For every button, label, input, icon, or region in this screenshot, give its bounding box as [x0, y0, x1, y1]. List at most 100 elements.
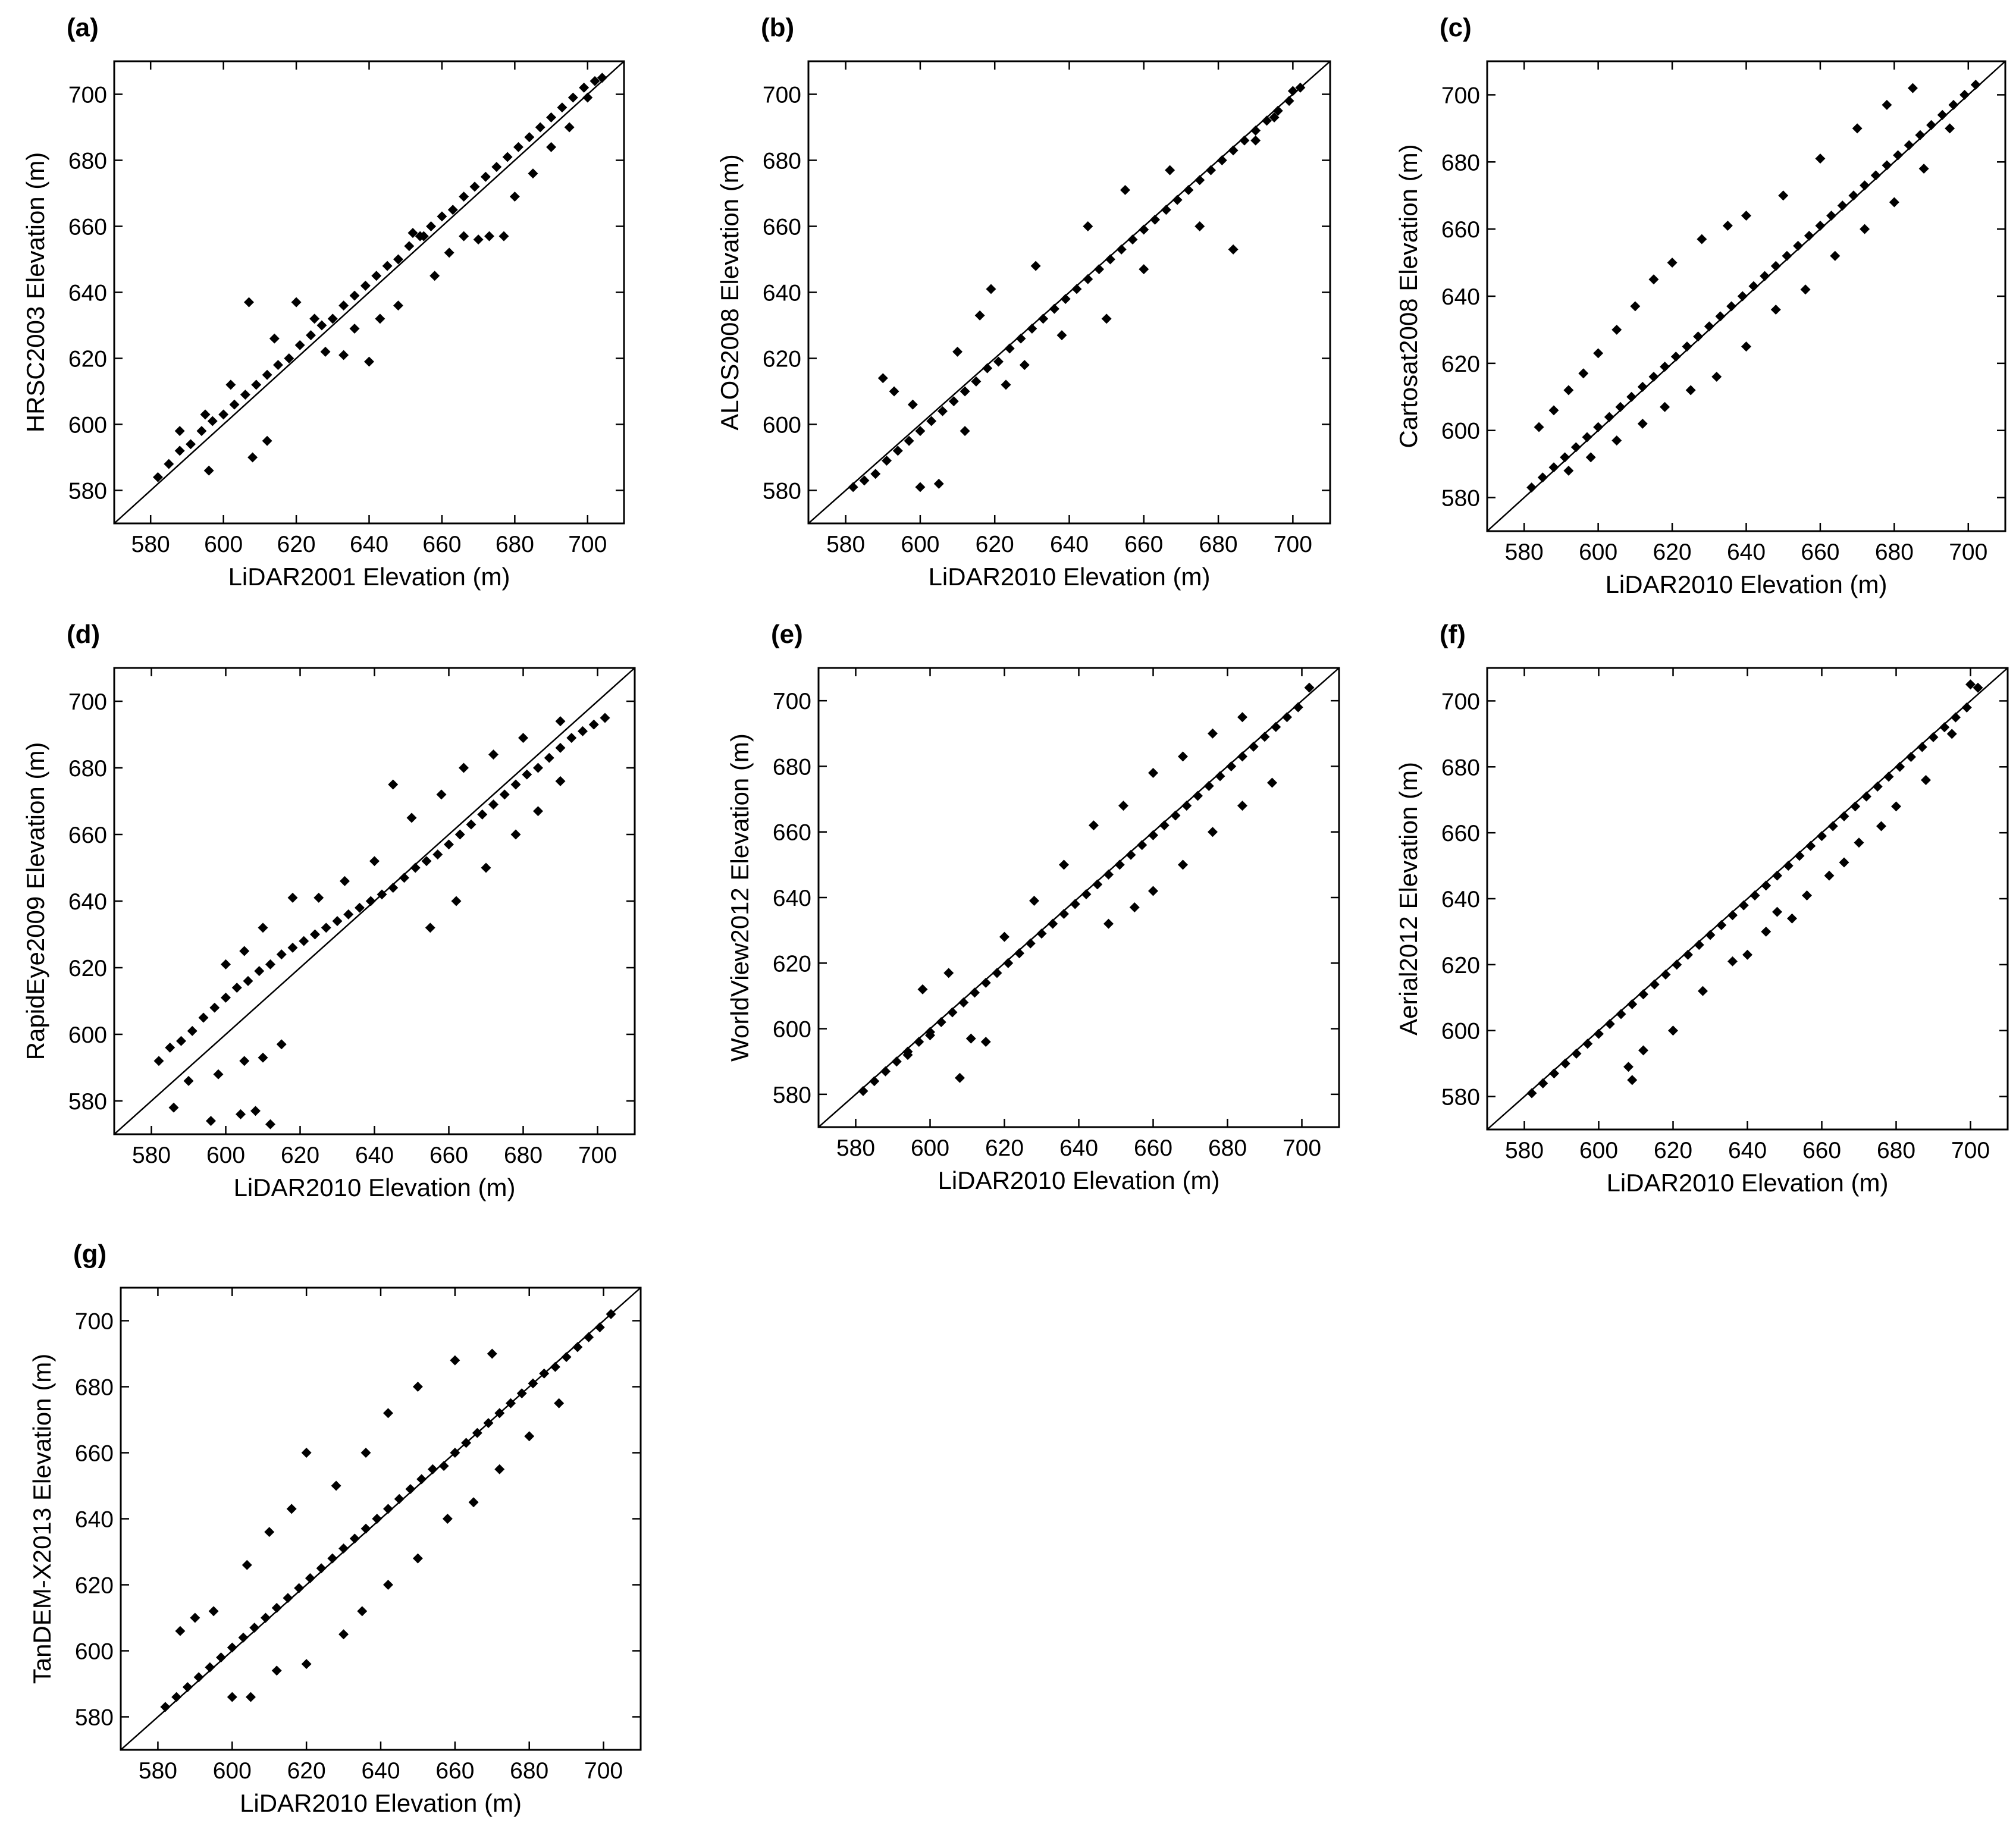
scatter-point [265, 1119, 275, 1129]
scatter-point [327, 1553, 338, 1564]
scatter-point [1694, 940, 1704, 950]
scatter-point [243, 975, 253, 986]
scatter-point [1630, 301, 1641, 312]
scatter-point [572, 1342, 583, 1353]
y-tick-label: 620 [763, 347, 801, 372]
scatter-point [1148, 886, 1158, 896]
scatter-point [882, 456, 892, 466]
scatter-point [1103, 869, 1114, 880]
y-tick-label: 640 [68, 889, 107, 915]
scatter-point [971, 376, 982, 387]
scatter-point [1101, 313, 1112, 324]
y-tick-label: 660 [1441, 821, 1480, 846]
x-tick-label: 640 [1059, 1135, 1098, 1161]
scatter-point [1215, 771, 1225, 782]
scatter-point [1056, 330, 1067, 341]
scatter-point [1965, 679, 1976, 690]
scatter-point [1772, 906, 1782, 917]
scatter-point [1582, 432, 1592, 443]
scatter-point [606, 1309, 616, 1319]
panel-letter: (f) [1440, 620, 1466, 649]
y-tick-label: 700 [1441, 83, 1480, 108]
scatter-point [1748, 281, 1759, 291]
scatter-point [1284, 96, 1294, 106]
scatter-point [360, 280, 371, 291]
scatter-point [1815, 153, 1826, 164]
scatter-point [254, 966, 265, 977]
scatter-point [437, 211, 447, 222]
scatter-point [958, 997, 969, 1008]
scatter-point [1761, 926, 1772, 937]
scatter-point [1705, 930, 1716, 940]
scatter-point [1217, 155, 1227, 165]
scatter-points [153, 713, 610, 1129]
scatter-point [594, 1322, 605, 1333]
x-tick-label: 600 [911, 1135, 949, 1161]
scatter-point [915, 426, 926, 437]
scatter-point [331, 1480, 341, 1491]
scatter-point [1114, 859, 1125, 870]
scatter-point [491, 162, 502, 172]
scatter-point [1604, 1019, 1615, 1030]
y-tick-label: 600 [68, 1022, 107, 1048]
scatter-point [291, 297, 302, 308]
x-tick-label: 620 [976, 532, 1014, 557]
scatter-point [1727, 910, 1738, 921]
scatter-points [858, 682, 1315, 1096]
scatter-point [1059, 859, 1069, 870]
scatter-point [461, 1438, 472, 1448]
scatter-point [1672, 959, 1682, 970]
scatter-point [175, 1626, 186, 1636]
scatter-point [1670, 352, 1681, 362]
scatter-point [1668, 1025, 1678, 1036]
scatter-point [546, 112, 557, 123]
scatter-point [1850, 801, 1861, 812]
y-tick-label: 660 [773, 820, 811, 846]
scatter-point [1081, 889, 1092, 899]
scatter-panel-1: (a) 580 600 620 640 660 680 700 580 600 620 640 660 6… [21, 13, 625, 591]
scatter-point [239, 946, 250, 956]
scatter-point [858, 1085, 869, 1096]
x-tick-label: 580 [139, 1758, 177, 1784]
scatter-point [506, 1398, 516, 1408]
scatter-point [915, 482, 926, 492]
scatter-point [383, 1408, 393, 1419]
scatter-point [1116, 244, 1127, 255]
scatter-point [1125, 849, 1136, 860]
scatter-point [555, 742, 566, 753]
scatter-point [372, 1514, 382, 1524]
scatter-point [240, 390, 250, 400]
scatter-point [1837, 200, 1848, 211]
scatter-point [1526, 482, 1537, 493]
x-tick-label: 600 [1579, 1138, 1618, 1163]
scatter-point [902, 1050, 913, 1060]
scatter-point [190, 1612, 200, 1623]
scatter-point [487, 1348, 497, 1359]
scatter-point [1904, 140, 1914, 150]
scatter-point [450, 1355, 460, 1366]
y-tick-label: 580 [75, 1705, 114, 1731]
scatter-point [436, 789, 447, 800]
scatter-point [1226, 761, 1237, 771]
scatter-point [355, 902, 365, 913]
y-tick-label: 680 [1441, 150, 1480, 175]
y-axis-label: HRSC2003 Elevation (m) [21, 152, 49, 433]
scatter-point [1616, 1009, 1626, 1019]
scatter-point [1921, 774, 1931, 785]
scatter-point [1815, 221, 1826, 231]
scatter-point [1170, 810, 1181, 821]
scatter-point [1805, 840, 1816, 851]
scatter-point [528, 168, 538, 179]
scatter-point [955, 1072, 965, 1083]
scatter-point [1172, 194, 1183, 205]
scatter-point [1120, 184, 1130, 195]
scatter-point [1578, 368, 1589, 379]
scatter-point [399, 873, 409, 883]
scatter-point [473, 234, 484, 245]
scatter-point [518, 733, 528, 743]
scatter-point [260, 1612, 271, 1623]
y-tick-label: 620 [68, 347, 107, 372]
scatter-point [943, 968, 954, 978]
scatter-panel-3: (c) 580 600 620 640 660 680 700 580 600 620 640 660 6… [1394, 13, 2006, 598]
scatter-point [1537, 472, 1548, 483]
